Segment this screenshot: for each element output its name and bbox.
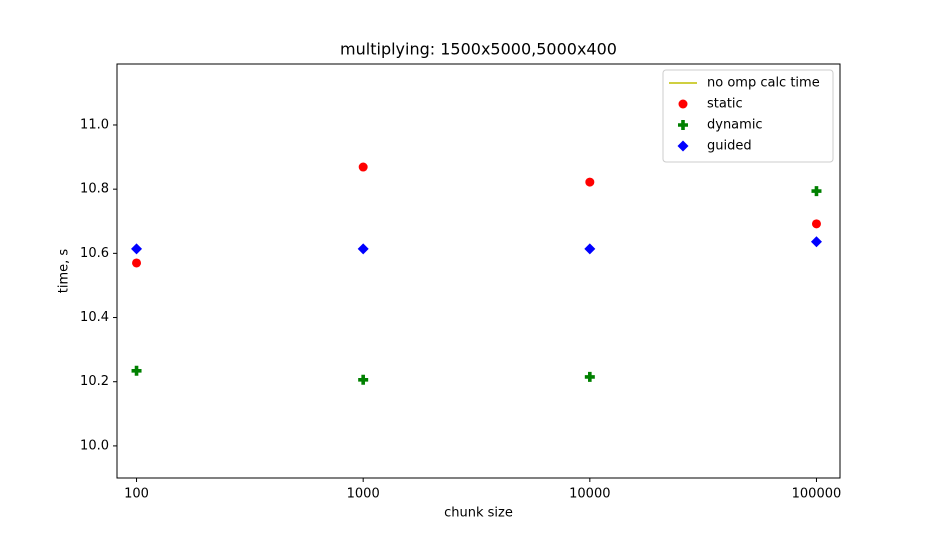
- y-tick-label: 11.0: [80, 117, 109, 132]
- x-axis-label: chunk size: [444, 506, 513, 521]
- point: [811, 219, 821, 229]
- legend-symbol: [677, 140, 689, 152]
- point: [131, 243, 143, 255]
- point: [584, 243, 596, 255]
- legend-symbol: [678, 99, 688, 109]
- legend-label: no omp calc time: [707, 76, 820, 91]
- point: [810, 236, 822, 248]
- y-tick-label: 10.0: [80, 438, 109, 453]
- plot-frame: [116, 63, 841, 479]
- y-tick-label: 10.4: [80, 310, 109, 325]
- point: [585, 177, 595, 187]
- x-tick-label: 100: [124, 487, 149, 502]
- point: [811, 186, 822, 197]
- point: [358, 374, 369, 385]
- x-tick-label: 10000: [569, 487, 610, 502]
- y-tick-label: 10.2: [80, 374, 109, 389]
- point: [357, 243, 369, 255]
- chart-title: multiplying: 1500x5000,5000x400: [340, 40, 617, 59]
- point: [131, 365, 142, 376]
- point: [584, 371, 595, 382]
- legend-label: guided: [707, 139, 752, 154]
- legend-box: [662, 69, 834, 163]
- legend-symbol: [678, 120, 688, 130]
- point: [132, 258, 142, 268]
- x-tick-label: 1000: [347, 487, 380, 502]
- y-tick-label: 10.8: [80, 182, 109, 197]
- point: [358, 162, 368, 172]
- legend-label: static: [707, 97, 743, 112]
- y-axis-label: time, s: [57, 249, 72, 294]
- x-tick-label: 100000: [792, 487, 842, 502]
- y-tick-label: 10.6: [80, 246, 109, 261]
- legend-label: dynamic: [707, 118, 763, 133]
